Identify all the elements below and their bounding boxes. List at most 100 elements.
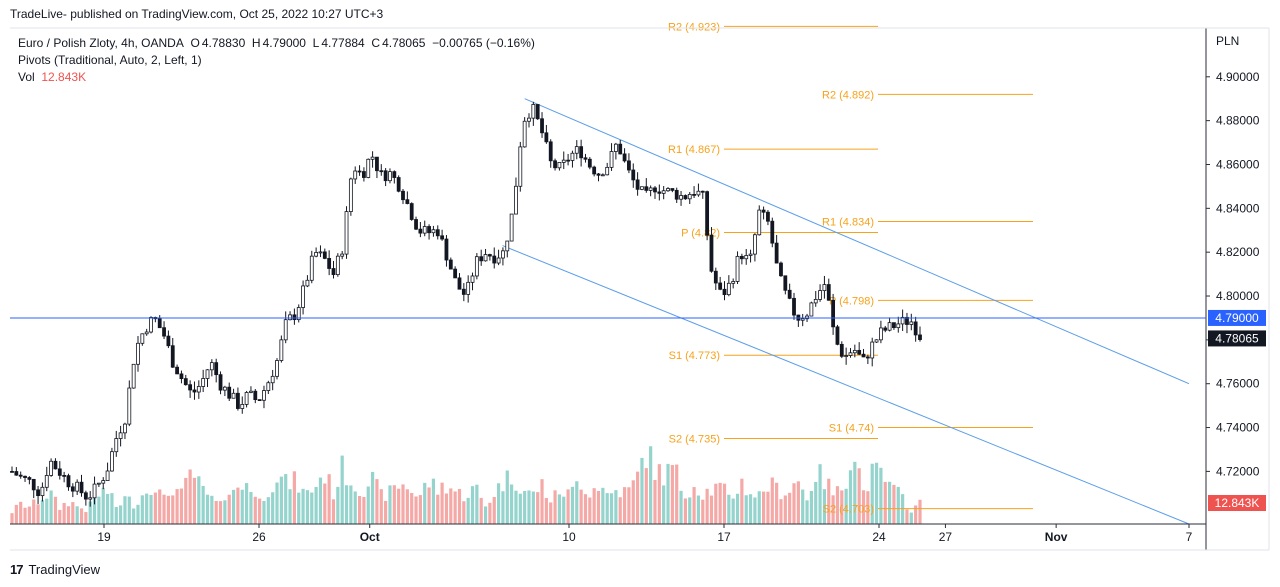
- candle-down: [492, 255, 497, 264]
- volume-bar: [748, 494, 753, 524]
- candle-down: [57, 468, 62, 476]
- volume-bar: [14, 504, 18, 524]
- candle-down: [865, 356, 870, 359]
- volume-bar: [140, 495, 144, 524]
- volume-bar: [518, 493, 522, 524]
- volume-bar: [344, 485, 349, 524]
- candle-up: [605, 166, 610, 176]
- candle-down: [670, 188, 675, 191]
- volume-bar: [236, 487, 240, 524]
- candle-down: [783, 275, 788, 291]
- volume-bar: [840, 490, 844, 524]
- candle-down: [253, 390, 258, 401]
- candle-down: [175, 366, 179, 375]
- volume-bar: [896, 486, 900, 524]
- volume-bar: [657, 464, 661, 524]
- candle-down: [657, 191, 662, 194]
- candle-up: [92, 483, 97, 499]
- volume-bar: [870, 463, 874, 524]
- footer: 17 TradingView: [10, 562, 100, 577]
- candle-down: [883, 327, 888, 331]
- volume-bar: [158, 489, 162, 524]
- vol-value: 12.843K: [41, 70, 87, 84]
- volume-bar: [114, 506, 118, 524]
- x-tick-label: 26: [252, 530, 266, 544]
- close-label: C: [371, 36, 381, 50]
- candle-up: [110, 451, 114, 472]
- volume-bar: [253, 496, 257, 524]
- volume-bar: [531, 491, 535, 524]
- candle-down: [70, 486, 75, 492]
- candle-up: [900, 316, 905, 325]
- volume-bar: [23, 507, 27, 524]
- candle-up: [748, 253, 753, 256]
- y-tick-label: 4.88000: [1216, 114, 1260, 128]
- candle-down: [627, 160, 631, 171]
- candle-down: [457, 277, 462, 290]
- candle-down: [905, 316, 909, 325]
- candle-up: [140, 333, 145, 344]
- candle-up: [570, 152, 575, 161]
- volume-bar: [297, 492, 301, 524]
- candle-down: [913, 321, 918, 336]
- volume-bar: [783, 495, 787, 524]
- y-tick-label: 4.80000: [1216, 289, 1260, 303]
- candle-down: [674, 189, 679, 200]
- candle-down: [705, 191, 710, 236]
- y-tick-label: 4.72000: [1216, 464, 1260, 478]
- candle-down: [835, 326, 840, 345]
- volume-bar: [701, 499, 705, 524]
- candle-down: [857, 349, 862, 355]
- candle-up: [870, 341, 875, 359]
- candle-up: [848, 352, 853, 356]
- volume-bar: [779, 499, 783, 524]
- volume-bar: [601, 487, 605, 524]
- volume-bar: [757, 491, 761, 524]
- volume-bar: [40, 500, 45, 524]
- tradingview-logo-icon[interactable]: 17: [10, 562, 24, 577]
- volume-bar: [266, 497, 270, 524]
- volume-bar: [249, 492, 253, 524]
- volume-bar: [492, 496, 496, 524]
- volume-bar: [175, 489, 179, 524]
- volume-bar: [549, 502, 553, 524]
- candle-down: [444, 238, 449, 261]
- volume-bar: [462, 501, 466, 524]
- volume-bar: [570, 486, 575, 524]
- candle-down: [192, 389, 197, 393]
- pivot-label: R2 (4.892): [822, 89, 874, 101]
- pivot-label: R1 (4.867): [668, 144, 720, 156]
- candle-up: [527, 117, 531, 122]
- candle-up: [466, 281, 471, 295]
- candle-up: [127, 387, 132, 425]
- volume-bar: [214, 500, 218, 524]
- volume-bar: [36, 504, 40, 524]
- candle-up: [805, 315, 809, 320]
- candle-up: [757, 209, 762, 236]
- volume-bar: [136, 504, 140, 524]
- candle-up: [131, 363, 136, 389]
- symbol-name[interactable]: Euro / Polish Zloty, 4h, OANDA: [18, 36, 184, 50]
- volume-bar: [279, 476, 283, 524]
- tradingview-brand[interactable]: TradingView: [28, 562, 101, 577]
- candle-up: [422, 226, 427, 234]
- volume-indicator[interactable]: Vol 12.843K: [18, 69, 535, 86]
- open-label: O: [190, 36, 200, 50]
- volume-bar: [605, 493, 609, 524]
- candle-down: [739, 255, 744, 260]
- volume-bar: [66, 506, 71, 524]
- pivots-indicator[interactable]: Pivots (Traditional, Auto, 2, Left, 1): [18, 53, 202, 67]
- last-price-label: 4.78065: [1215, 331, 1259, 345]
- volume-bar: [418, 495, 422, 524]
- candle-down: [622, 153, 627, 162]
- candle-down: [722, 288, 727, 296]
- volume-bar: [84, 512, 88, 524]
- volume-bar: [905, 509, 909, 524]
- volume-bar: [305, 490, 310, 524]
- candle-up: [301, 285, 305, 308]
- volume-bar: [88, 501, 92, 524]
- volume-bar: [514, 490, 518, 524]
- volume-bar: [123, 496, 127, 524]
- volume-bar: [510, 484, 514, 524]
